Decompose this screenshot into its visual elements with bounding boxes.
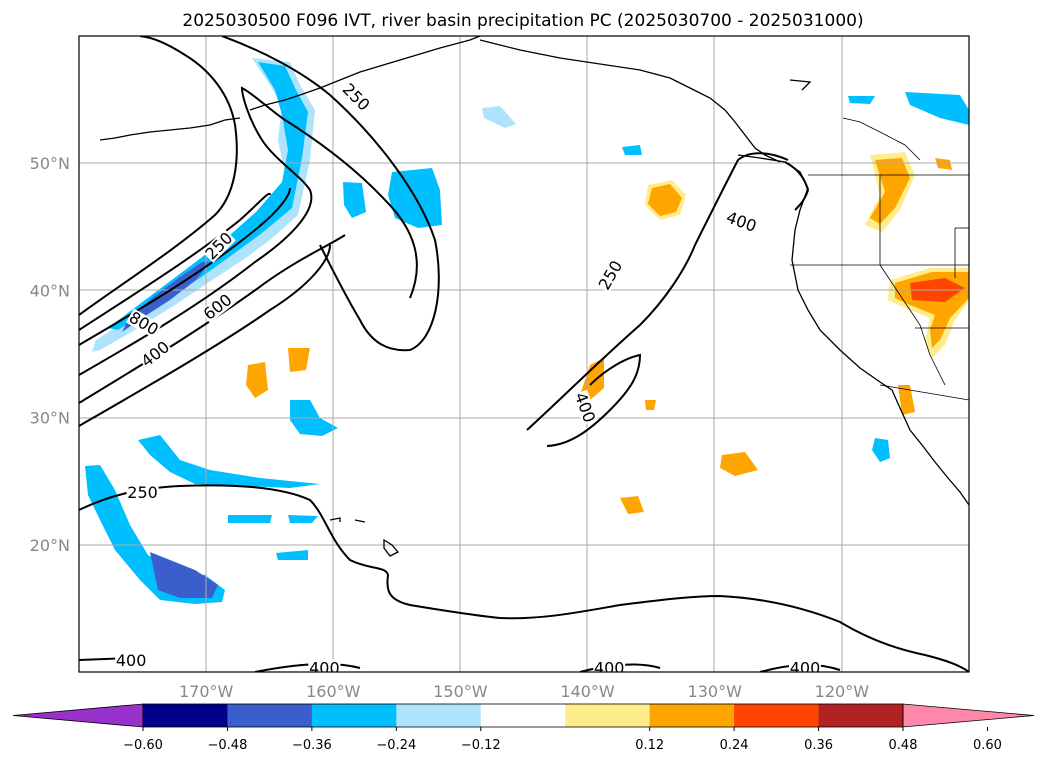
shade-medium-blue bbox=[150, 552, 218, 598]
colorbar-swatch bbox=[734, 704, 820, 727]
contour-label-background bbox=[572, 389, 599, 426]
shade-orange bbox=[898, 385, 915, 415]
shade-blue bbox=[848, 96, 875, 104]
shade-orange bbox=[580, 358, 604, 400]
longitude-tick-labels: 170°W 160°W 150°W 140°W 130°W 120°W bbox=[179, 682, 869, 701]
contour-label: 400 bbox=[594, 659, 625, 678]
shade-orange bbox=[935, 158, 952, 170]
lon-tick-label: 120°W bbox=[815, 682, 870, 701]
colorbar-swatch bbox=[227, 704, 313, 727]
colorbar-tick-label: −0.24 bbox=[376, 738, 416, 753]
shade-orange bbox=[720, 452, 758, 476]
colorbar-over-extension bbox=[902, 703, 1035, 728]
shade-blue bbox=[138, 435, 320, 488]
lon-tick-label: 130°W bbox=[688, 682, 743, 701]
colorbar-swatch bbox=[480, 704, 566, 727]
colorbar-swatch bbox=[396, 704, 482, 727]
contour-label-background bbox=[788, 660, 821, 672]
contour-label-background bbox=[115, 652, 148, 669]
contour-label-background bbox=[595, 257, 626, 293]
colorbar-tick-label: 0.24 bbox=[720, 738, 749, 753]
shade-blue bbox=[108, 62, 308, 330]
lon-tick-label: 140°W bbox=[560, 682, 615, 701]
colorbar-tick-label: 0.36 bbox=[804, 738, 833, 753]
shade-orange bbox=[288, 348, 310, 372]
shade-blue bbox=[872, 438, 890, 462]
colorbar-tick-label: −0.12 bbox=[461, 738, 501, 753]
contour-label-background bbox=[125, 308, 162, 339]
colorbar-frame bbox=[142, 703, 904, 728]
contour-label-background bbox=[200, 290, 236, 324]
contour-label: 400 bbox=[116, 651, 147, 670]
colorbar-swatch bbox=[565, 704, 651, 727]
contour-label-background bbox=[126, 484, 159, 501]
colorbar-under-extension bbox=[12, 703, 144, 728]
map-frame bbox=[78, 35, 970, 673]
state-borders bbox=[790, 117, 969, 401]
lat-tick-label: 50°N bbox=[30, 154, 70, 173]
colorbar-tick-label: 0.60 bbox=[973, 738, 1002, 753]
shade-blue bbox=[622, 145, 642, 155]
shade-orange bbox=[645, 400, 656, 410]
colorbar-swatch bbox=[143, 704, 228, 727]
shade-orange bbox=[246, 362, 268, 398]
shade-orange bbox=[648, 184, 682, 216]
colorbar-swatch bbox=[649, 704, 735, 727]
lat-tick-label: 40°N bbox=[30, 281, 70, 300]
contour-label: 250 bbox=[127, 483, 158, 502]
contour-label-background bbox=[137, 337, 173, 371]
shade-blue bbox=[228, 515, 272, 523]
contour-label-background bbox=[201, 228, 236, 263]
contour-label-background bbox=[308, 660, 341, 672]
colorbar-swatch bbox=[311, 704, 397, 727]
colorbar-tick-label: −0.36 bbox=[292, 738, 332, 753]
shade-orange bbox=[620, 496, 644, 514]
colorbar-tick-label: 0.12 bbox=[635, 738, 664, 753]
latitude-tick-labels: 50°N 40°N 30°N 20°N bbox=[30, 154, 70, 555]
contour-label-background bbox=[723, 208, 760, 235]
colorbar-tick-label: −0.60 bbox=[123, 738, 163, 753]
shade-blue bbox=[343, 182, 366, 218]
contour-label-background bbox=[339, 80, 374, 115]
shade-light-blue bbox=[482, 106, 516, 128]
shade-blue bbox=[288, 515, 318, 523]
contour-label: 400 bbox=[790, 659, 821, 678]
lon-tick-label: 160°W bbox=[306, 682, 361, 701]
colorbar-swatch bbox=[818, 704, 904, 727]
shade-blue bbox=[276, 550, 308, 560]
lon-tick-label: 150°W bbox=[433, 682, 488, 701]
lon-tick-label: 170°W bbox=[179, 682, 234, 701]
contour-label-background bbox=[593, 660, 626, 672]
lat-tick-label: 20°N bbox=[30, 536, 70, 555]
lat-tick-label: 30°N bbox=[30, 409, 70, 428]
graticule bbox=[79, 36, 969, 672]
map-background bbox=[79, 36, 969, 672]
colorbar-tick-label: 0.48 bbox=[889, 738, 918, 753]
shade-blue bbox=[905, 92, 969, 125]
colorbar: −0.60 −0.48 −0.36 −0.24 −0.12 0.12 0.24 0.36 0.4… bbox=[12, 703, 1035, 753]
figure-title: 2025030500 F096 IVT, river basin precipi… bbox=[182, 11, 863, 31]
contour-label: 400 bbox=[309, 659, 340, 678]
colorbar-tick-label: −0.48 bbox=[208, 738, 248, 753]
